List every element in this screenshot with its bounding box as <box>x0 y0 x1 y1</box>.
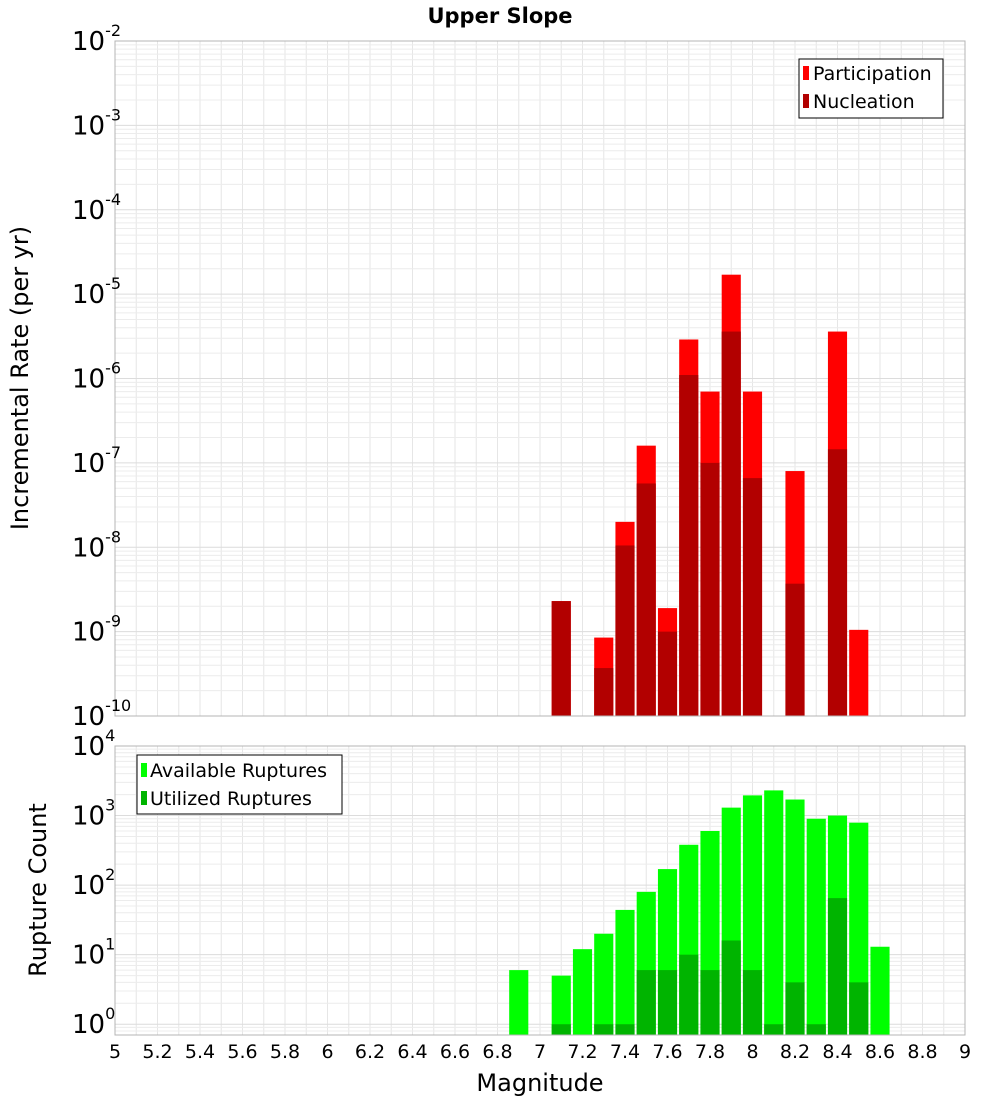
top-y-tick-label: 10-2 <box>72 21 121 57</box>
bar-available-ruptures-8-1 <box>764 790 784 1035</box>
top-y-tick-label: 10-10 <box>72 696 131 732</box>
bar-utilized-ruptures-7-5 <box>636 970 656 1035</box>
bar-available-ruptures-8-6 <box>870 946 890 1035</box>
bar-available-ruptures-7-4 <box>615 909 635 1035</box>
chart-title: Upper Slope <box>427 4 572 28</box>
bar-utilized-ruptures-7-3 <box>594 1024 614 1035</box>
bottom-y-tick-label: 101 <box>72 935 115 971</box>
bar-nucleation-7-8 <box>700 462 720 716</box>
top-plot-frame <box>114 40 966 717</box>
bar-utilized-ruptures-7-9 <box>721 940 741 1035</box>
bar-utilized-ruptures-7-4 <box>615 1024 635 1035</box>
x-tick-label: 5.4 <box>185 1041 215 1063</box>
bar-utilized-ruptures-8-4 <box>827 898 848 1035</box>
x-tick-label: 9 <box>959 1041 971 1063</box>
bottom-y-axis-label: Rupture Count <box>24 803 52 977</box>
x-tick-label: 5.8 <box>270 1041 300 1063</box>
x-tick-label: 6.6 <box>440 1041 470 1063</box>
top-plot-bars <box>551 274 869 716</box>
bar-utilized-ruptures-8-2 <box>785 982 805 1035</box>
legend-swatch-utilized-ruptures <box>141 791 147 805</box>
top-y-tick-label: 10-3 <box>72 105 121 141</box>
bar-available-ruptures-7-3 <box>594 933 614 1035</box>
x-tick-label: 7.6 <box>652 1041 682 1063</box>
legend-swatch-nucleation <box>803 94 809 108</box>
bottom-y-tick-label: 102 <box>72 865 115 901</box>
bar-available-ruptures-8-5 <box>849 822 869 1035</box>
bar-utilized-ruptures-7-7 <box>679 954 699 1035</box>
bar-participation-8-5 <box>849 629 869 716</box>
top-y-tick-label: 10-7 <box>72 443 121 479</box>
x-tick-label: 7.2 <box>567 1041 597 1063</box>
x-tick-label: 5.6 <box>227 1041 257 1063</box>
x-tick-label: 8.4 <box>822 1041 852 1063</box>
bottom-plot-frame <box>114 745 966 1036</box>
top-y-axis-label: Incremental Rate (per yr) <box>6 226 34 530</box>
legend-label-nucleation: Nucleation <box>813 91 915 113</box>
legend-label-participation: Participation <box>813 63 932 85</box>
bar-utilized-ruptures-7-1 <box>551 1024 571 1035</box>
bar-available-ruptures-8-2 <box>785 799 805 1035</box>
x-tick-label: 6.4 <box>397 1041 427 1063</box>
x-tick-label: 7 <box>534 1041 546 1063</box>
legend-swatch-participation <box>803 66 809 80</box>
top-y-tick-label: 10-8 <box>72 527 121 563</box>
top-legend: Participation Nucleation <box>798 58 944 119</box>
x-tick-label: 6.8 <box>482 1041 512 1063</box>
bar-nucleation-7-3 <box>594 668 614 716</box>
bar-utilized-ruptures-7-8 <box>700 970 720 1035</box>
x-tick-label: 8.2 <box>780 1041 810 1063</box>
bar-nucleation-8-4 <box>827 449 848 716</box>
x-axis-label: Magnitude <box>476 1069 603 1097</box>
x-tick-label: 8.6 <box>865 1041 895 1063</box>
x-axis-ticks: 5 5.2 5.4 5.6 5.8 6 6.2 6.4 6.6 6.8 7 7.2 7.4 7.6 7.8 8… <box>109 1041 971 1063</box>
x-tick-label: 5.2 <box>142 1041 172 1063</box>
legend-label-available-ruptures: Available Ruptures <box>150 760 327 782</box>
bottom-y-tick-label: 103 <box>72 796 115 832</box>
bar-nucleation-7-6 <box>657 631 678 716</box>
bottom-plot-bars <box>509 790 890 1035</box>
bottom-y-tick-label: 100 <box>72 1004 115 1040</box>
top-legend-box <box>798 58 944 119</box>
bar-utilized-ruptures-8-3 <box>806 1024 826 1035</box>
bottom-y-tick-label: 104 <box>72 726 115 762</box>
bar-utilized-ruptures-8 <box>742 970 763 1035</box>
top-y-tick-label: 10-4 <box>72 190 121 226</box>
bar-nucleation-7-9 <box>721 331 741 716</box>
x-tick-label: 6.2 <box>355 1041 385 1063</box>
x-tick-label: 8.8 <box>907 1041 937 1063</box>
bar-utilized-ruptures-7-6 <box>657 970 678 1035</box>
bar-available-ruptures-7-1 <box>551 975 571 1035</box>
bottom-legend-box <box>136 754 343 815</box>
bar-nucleation-7-7 <box>679 375 699 716</box>
bar-available-ruptures-6-9 <box>509 970 529 1035</box>
x-tick-label: 7.8 <box>695 1041 725 1063</box>
bottom-plot-y-ticks: 100 101 102 103 104 <box>72 726 115 1040</box>
bar-nucleation-8-2 <box>785 583 805 716</box>
top-y-tick-label: 10-9 <box>72 612 121 648</box>
x-tick-label: 6 <box>321 1041 333 1063</box>
bar-available-ruptures-8-3 <box>806 818 826 1035</box>
bar-available-ruptures-7-2 <box>572 949 593 1035</box>
x-tick-label: 7.4 <box>610 1041 640 1063</box>
bottom-legend: Available Ruptures Utilized Ruptures <box>136 754 343 815</box>
bar-nucleation-7-5 <box>636 483 656 716</box>
legend-label-utilized-ruptures: Utilized Ruptures <box>150 788 312 810</box>
bar-nucleation-8 <box>742 478 763 716</box>
bar-nucleation-7-1 <box>551 601 571 716</box>
top-y-tick-label: 10-5 <box>72 274 121 310</box>
x-tick-label: 8 <box>746 1041 758 1063</box>
bar-utilized-ruptures-8-1 <box>764 1024 784 1035</box>
bar-utilized-ruptures-8-5 <box>849 982 869 1035</box>
legend-swatch-available-ruptures <box>141 763 147 777</box>
x-tick-label: 5 <box>109 1041 121 1063</box>
top-y-tick-label: 10-6 <box>72 359 121 395</box>
bar-nucleation-7-4 <box>615 545 635 716</box>
